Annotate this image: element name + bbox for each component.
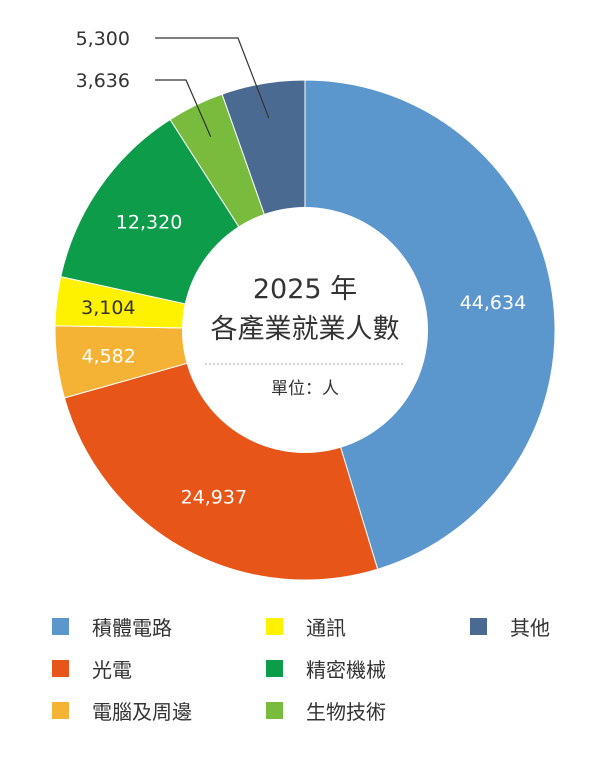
slice-label-通訊: 3,104 [81,297,135,319]
legend-swatch [266,660,283,677]
legend-item-電腦及周邊: 電腦及周邊 [52,696,192,725]
slice-label-電腦及周邊: 4,582 [81,345,135,367]
slice-label-精密機械: 12,320 [116,211,182,233]
legend-item-積體電路: 積體電路 [52,612,172,641]
slice-label-其他: 5,300 [76,28,130,50]
callout-line-其他 [155,37,270,119]
legend-label: 積體電路 [92,616,172,640]
callout-line-生物技術 [155,79,212,138]
legend-item-其他: 其他 [470,612,550,641]
legend-label: 電腦及周邊 [92,700,192,724]
legend-item-精密機械: 精密機械 [266,654,386,683]
legend-swatch [266,702,283,719]
legend-swatch [470,618,487,635]
unit-note: 單位：人 [271,379,339,399]
donut-chart: 44,634 24,937 4,582 3,104 12,320 3,636 5,300 2… [54,28,556,581]
slice-積體電路 [304,79,556,570]
legend-label: 生物技術 [306,700,386,724]
center-title: 2025 年 [253,274,357,305]
legend-swatch [266,618,283,635]
legend-swatch [52,702,69,719]
center-hole [182,207,428,453]
legend-item-通訊: 通訊 [266,612,346,641]
legend-item-生物技術: 生物技術 [266,696,386,725]
slice-label-生物技術: 3,636 [76,70,130,92]
legend-swatch [52,660,69,677]
legend-item-光電: 光電 [52,654,132,683]
center-subtitle: 各產業就業人數 [211,314,400,345]
slice-label-光電: 24,937 [181,487,247,509]
legend-swatch [52,618,69,635]
slice-label-積體電路: 44,634 [460,292,526,314]
legend-label: 通訊 [306,616,346,640]
legend-label: 精密機械 [306,658,386,682]
legend-label: 光電 [92,658,132,682]
legend-label: 其他 [510,616,550,640]
